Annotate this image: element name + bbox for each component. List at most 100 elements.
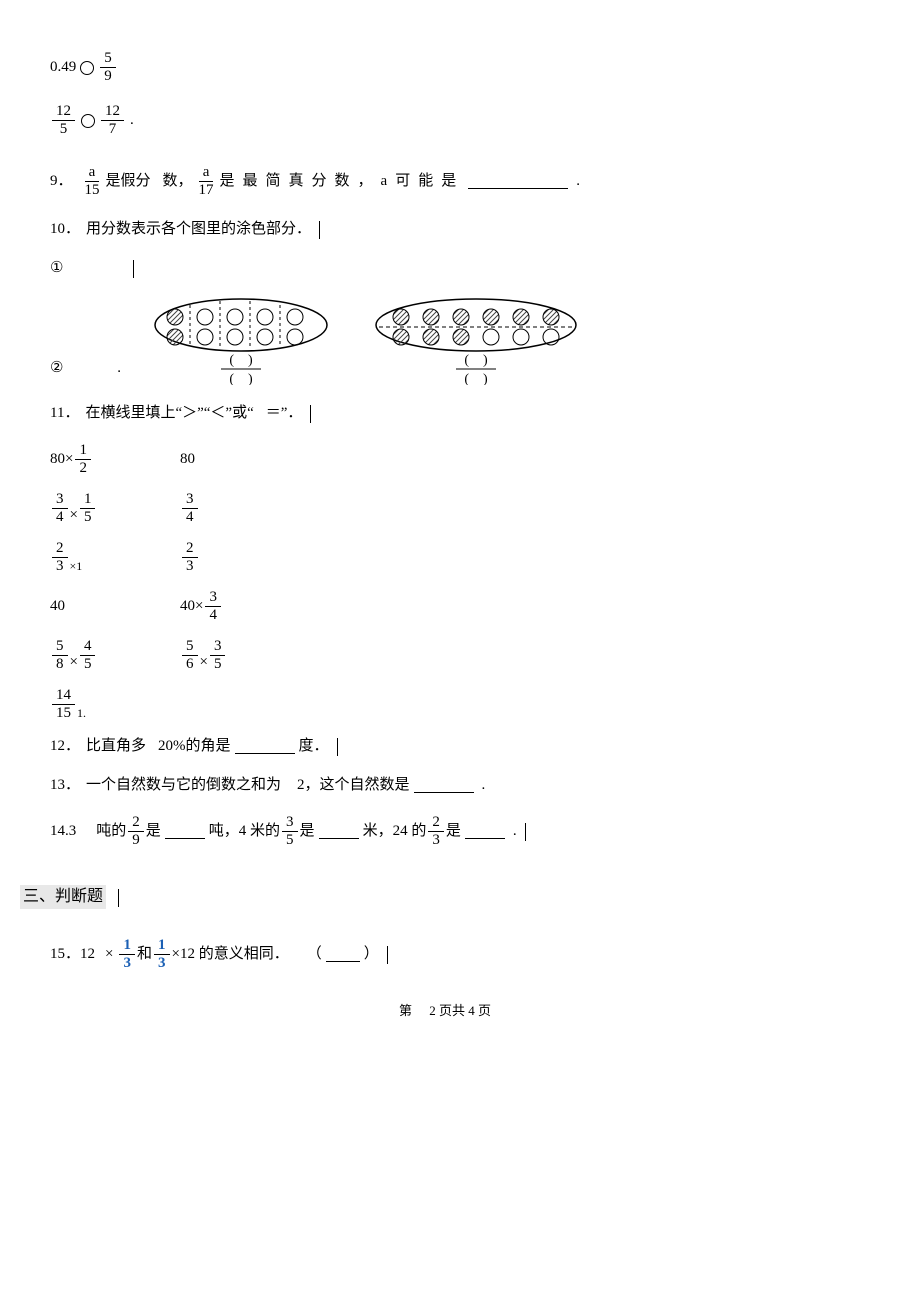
lhs-text: 40 bbox=[50, 596, 65, 617]
fraction-5-9: 5 9 bbox=[100, 50, 116, 85]
answer-blank[interactable] bbox=[319, 824, 359, 839]
fraction-12-7: 12 7 bbox=[101, 103, 124, 138]
q11-text-2: ＝”． bbox=[266, 403, 303, 424]
q10-sub-2-lead: ② . bbox=[50, 358, 121, 385]
svg-text:( ): ( ) bbox=[464, 372, 488, 385]
fraction-1-3: 1 3 bbox=[119, 937, 135, 972]
comp-row-1: 80× 1 2 80 bbox=[50, 442, 840, 477]
question-10: 10． 用分数表示各个图里的涂色部分． bbox=[50, 219, 840, 240]
fraction: 2 3 bbox=[182, 540, 198, 575]
q14-t2: 是 bbox=[146, 821, 161, 842]
oval-diagram-a: ( ) ( ) bbox=[151, 297, 331, 385]
comp-row-2: 3 4 × 1 5 3 4 bbox=[50, 491, 840, 526]
oval-diagram-b: ( ) ( ) bbox=[371, 297, 581, 385]
answer-blank[interactable] bbox=[414, 778, 474, 793]
text-cursor bbox=[118, 889, 119, 907]
page-footer: 第 2 页共 4 页 bbox=[50, 1002, 840, 1020]
times-one: ×1 bbox=[70, 558, 83, 575]
comp-row-4: 40 40× 3 4 bbox=[50, 589, 840, 624]
paren-right: ） bbox=[364, 944, 379, 965]
compare-row-2: 12 5 12 7 . bbox=[50, 103, 840, 138]
fraction: 1 2 bbox=[75, 442, 91, 477]
answer-blank[interactable] bbox=[468, 174, 568, 189]
circle-placeholder bbox=[80, 61, 94, 75]
answer-blank[interactable] bbox=[235, 739, 295, 754]
q14-t3: 吨，4 米的 bbox=[209, 821, 280, 842]
q12-pct: 20%的角是 bbox=[158, 736, 231, 757]
question-number: 11． bbox=[50, 403, 79, 424]
question-number: 12． bbox=[50, 736, 80, 757]
comp-row-5: 5 8 × 4 5 5 6 × 3 5 bbox=[50, 638, 840, 673]
lhs-text: 80× bbox=[50, 449, 73, 470]
fraction-2-9: 2 9 bbox=[128, 814, 144, 849]
trailing-period: . bbox=[130, 110, 134, 131]
q9-text-1b: 数， bbox=[163, 171, 193, 192]
trailing-period: . bbox=[482, 775, 486, 796]
comp-row-3: 2 3 ×1 2 3 bbox=[50, 540, 840, 575]
q9-text-2: 是最简真分数，a可能是 bbox=[220, 171, 465, 192]
q12-text-2: 度． bbox=[299, 736, 329, 757]
question-11: 11． 在横线里填上“＞”“＜”或“ ＝”． bbox=[50, 403, 840, 424]
text-cursor bbox=[133, 260, 134, 278]
fraction-3-5: 3 5 bbox=[282, 814, 298, 849]
answer-blank[interactable] bbox=[465, 824, 505, 839]
trailing-period: . bbox=[513, 821, 517, 842]
times-symbol: × bbox=[70, 652, 78, 673]
q14-t5: 米，24 的 bbox=[363, 821, 427, 842]
fraction: 1 5 bbox=[80, 491, 96, 526]
fraction-1-3: 1 3 bbox=[154, 937, 170, 972]
fraction-a-17: a 17 bbox=[195, 164, 218, 199]
q14-t6: 是 bbox=[446, 821, 461, 842]
question-15: 15．12 × 1 3 和 1 3 ×12 的意义相同． （ ） bbox=[50, 937, 840, 972]
paren-left: （ bbox=[307, 944, 322, 965]
comp-row-6: 14 15 1. bbox=[50, 687, 840, 722]
fraction-12-5: 12 5 bbox=[52, 103, 75, 138]
section-label: 三、判断题 bbox=[23, 888, 103, 905]
q13-text-2: 2，这个自然数是 bbox=[297, 775, 410, 796]
q9-text-1: 是假分 bbox=[106, 171, 151, 192]
fraction: 3 5 bbox=[210, 638, 226, 673]
footer-t1: 第 bbox=[399, 1003, 412, 1018]
question-9: 9． a 15 是假分 数， a 17 是最简真分数，a可能是 . bbox=[50, 164, 840, 199]
sub-dot: . bbox=[117, 360, 121, 376]
answer-blank[interactable] bbox=[165, 824, 205, 839]
text-cursor bbox=[310, 405, 311, 423]
fraction-2-3: 2 3 bbox=[428, 814, 444, 849]
q14-t1: 吨的 bbox=[96, 821, 126, 842]
svg-text:( ): ( ) bbox=[229, 372, 253, 385]
q11-text: 在横线里填上“＞”“＜”或“ bbox=[85, 403, 253, 424]
q14-t4: 是 bbox=[300, 821, 315, 842]
fraction: 2 3 bbox=[52, 540, 68, 575]
fraction: 14 15 bbox=[52, 687, 75, 722]
q10-sub-1: ① bbox=[50, 258, 840, 279]
fraction: 5 8 bbox=[52, 638, 68, 673]
fraction: 4 5 bbox=[80, 638, 96, 673]
q15-text: ×12 的意义相同． bbox=[172, 944, 289, 965]
question-13: 13． 一个自然数与它的倒数之和为 2，这个自然数是 . bbox=[50, 775, 840, 796]
circle-placeholder bbox=[81, 114, 95, 128]
text-cursor bbox=[525, 823, 526, 841]
sub-label-1: ① bbox=[50, 258, 63, 279]
svg-text:( ): ( ) bbox=[229, 353, 253, 368]
q12-text-1: 比直角多 bbox=[86, 736, 146, 757]
times-symbol: × bbox=[200, 652, 208, 673]
fraction: 5 6 bbox=[182, 638, 198, 673]
question-number: 15．12 bbox=[50, 944, 95, 965]
times-symbol: × bbox=[70, 505, 78, 526]
rhs-text: 80 bbox=[180, 449, 195, 470]
compare-row-1: 0.49 5 9 bbox=[50, 50, 840, 85]
text-cursor bbox=[387, 946, 388, 964]
answer-blank[interactable] bbox=[326, 947, 360, 962]
trail-text: 1. bbox=[77, 705, 86, 722]
fraction: 3 4 bbox=[52, 491, 68, 526]
fraction: 3 4 bbox=[182, 491, 198, 526]
fraction-a-15: a 15 bbox=[81, 164, 104, 199]
question-12: 12． 比直角多 20%的角是 度． bbox=[50, 736, 840, 757]
q15-and: 和 bbox=[137, 944, 152, 965]
footer-t2: 2 页共 4 页 bbox=[429, 1003, 491, 1018]
question-14: 14.3 吨的 2 9 是 吨，4 米的 3 5 是 米，24 的 2 3 是 … bbox=[50, 814, 840, 849]
text-cursor bbox=[337, 738, 338, 756]
text-cursor bbox=[319, 221, 320, 239]
question-number: 10． bbox=[50, 219, 80, 240]
decimal-value: 0.49 bbox=[50, 57, 76, 78]
